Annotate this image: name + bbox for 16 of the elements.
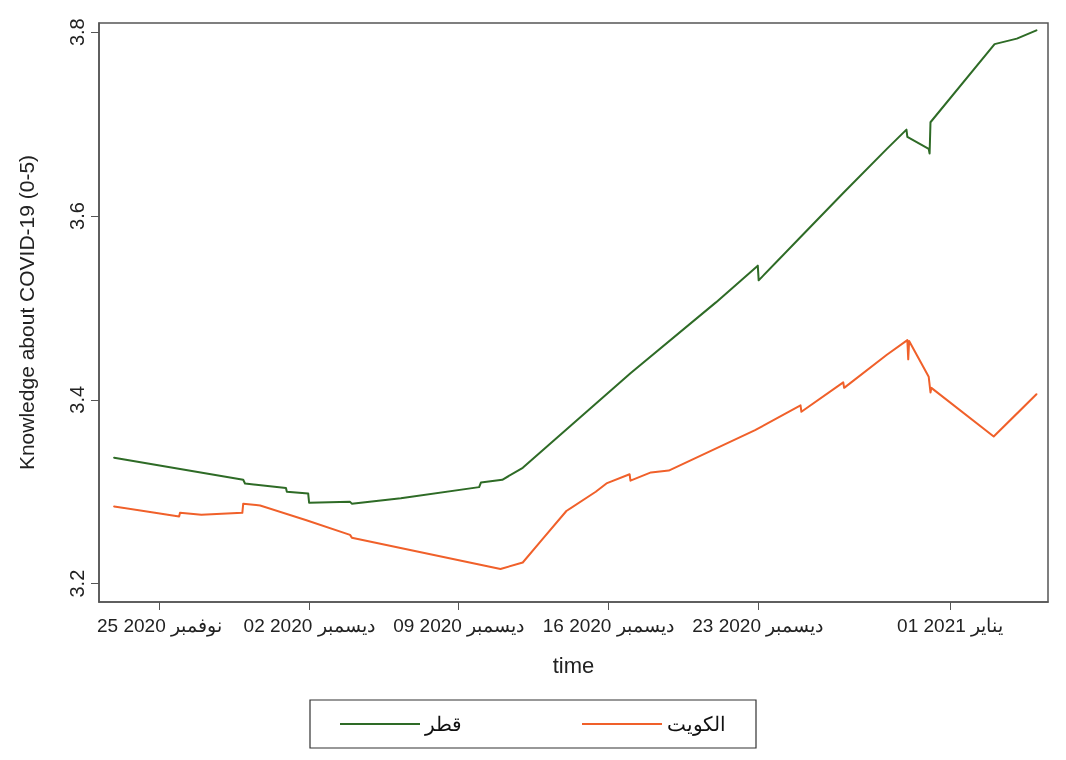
line-series xyxy=(113,339,1038,570)
x-tick-label: 01 يناير 2021 xyxy=(897,615,1004,637)
x-axis-title: time xyxy=(552,652,595,678)
y-axis-title: Knowledge about COVID-19 (0-5) xyxy=(15,154,38,471)
legend-label: قطر xyxy=(424,713,462,736)
x-tick-label: 23 ديسمبر 2020 xyxy=(692,615,824,637)
x-tick-label: 25 نوفمبر 2020 xyxy=(97,615,223,637)
y-tick-label: 3.8 xyxy=(66,18,88,47)
y-tick-label: 3.6 xyxy=(66,202,88,230)
x-tick-label: 09 ديسمبر 2020 xyxy=(393,615,525,637)
x-tick-label: 16 ديسمبر 2020 xyxy=(542,615,674,637)
x-tick-label: 02 ديسمبر 2020 xyxy=(243,615,375,637)
legend-label: الكويت xyxy=(667,713,726,736)
y-tick-label: 3.4 xyxy=(66,385,88,414)
y-tick-label: 3.2 xyxy=(66,569,88,598)
line-series xyxy=(113,29,1038,505)
